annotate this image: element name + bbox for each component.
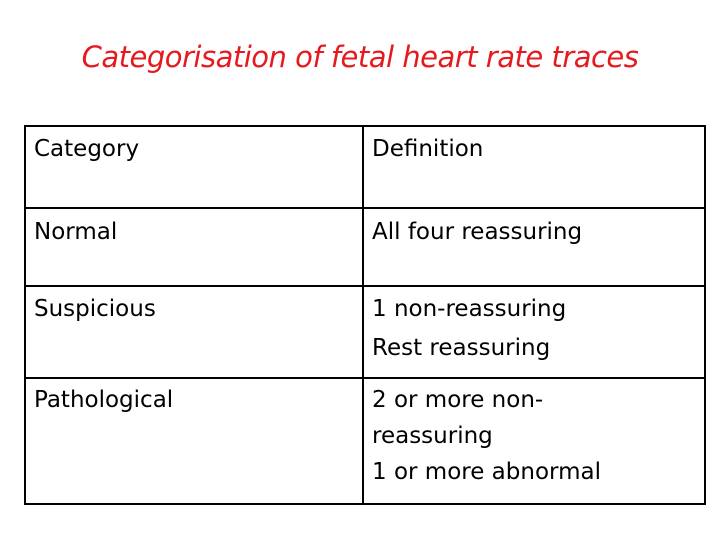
header-definition: Definition bbox=[362, 125, 706, 209]
definition-line: 1 or more abnormal bbox=[372, 459, 601, 485]
definition-cell: All four reassuring bbox=[362, 207, 706, 287]
definition-cell: 1 non-reassuring Rest reassuring bbox=[362, 285, 706, 379]
definition-line: 2 or more non- bbox=[372, 387, 544, 413]
category-cell: Normal bbox=[24, 207, 364, 287]
categorisation-table: Category Definition Normal All four reas… bbox=[24, 125, 706, 505]
definition-line: 1 non-reassuring bbox=[372, 296, 567, 322]
table-row: Suspicious 1 non-reassuring Rest reassur… bbox=[24, 285, 706, 379]
definition-cell: 2 or more non- reassuring 1 or more abno… bbox=[362, 377, 706, 505]
header-category: Category bbox=[24, 125, 364, 209]
definition-line: All four reassuring bbox=[372, 219, 583, 245]
table-row: Pathological 2 or more non- reassuring 1… bbox=[24, 377, 706, 505]
definition-line: Rest reassuring bbox=[372, 335, 551, 361]
category-cell: Suspicious bbox=[24, 285, 364, 379]
table-header-row: Category Definition bbox=[24, 125, 706, 209]
table-row: Normal All four reassuring bbox=[24, 207, 706, 287]
definition-line: reassuring bbox=[372, 423, 493, 449]
slide-title: Categorisation of fetal heart rate trace… bbox=[81, 40, 639, 74]
category-cell: Pathological bbox=[24, 377, 364, 505]
